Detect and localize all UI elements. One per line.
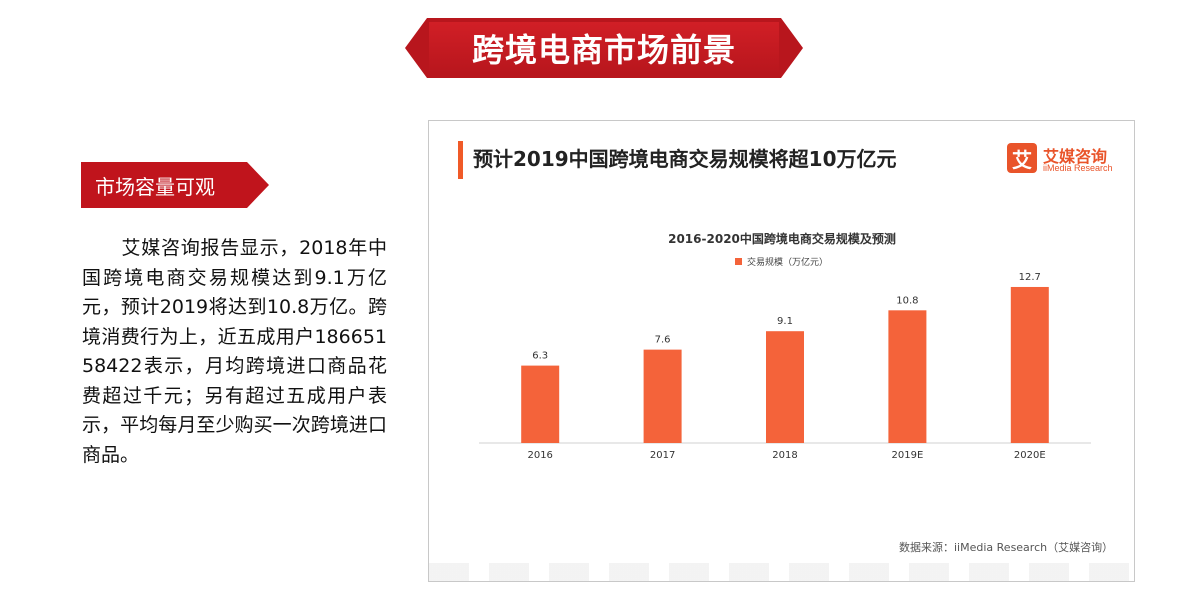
x-tick-label: 2018 bbox=[772, 450, 797, 461]
brand-name-en: iiMedia Research bbox=[1043, 163, 1113, 173]
watermark-strip bbox=[429, 563, 1134, 581]
heading-accent-bar bbox=[458, 141, 463, 179]
chart-title: 2016-2020中国跨境电商交易规模及预测 bbox=[668, 231, 896, 246]
x-tick-label: 2016 bbox=[527, 450, 552, 461]
body-paragraph: 艾媒咨询报告显示，2018年中国跨境电商交易规模达到9.1万亿元，预计2019将… bbox=[82, 237, 387, 466]
data-label: 9.1 bbox=[777, 316, 793, 327]
bar bbox=[521, 365, 560, 443]
panel-heading: 预计2019中国跨境电商交易规模将超10万亿元 bbox=[473, 147, 897, 171]
legend-label: 交易规模（万亿元） bbox=[747, 256, 828, 268]
bar bbox=[643, 349, 682, 443]
slide-title: 跨境电商市场前景 bbox=[471, 31, 736, 69]
data-label: 10.8 bbox=[896, 295, 918, 306]
section-tag: 市场容量可观 bbox=[81, 162, 269, 208]
bar bbox=[888, 310, 927, 443]
bar bbox=[1010, 286, 1049, 443]
brand-logo: 艾 艾媒咨询 iiMedia Research bbox=[1007, 143, 1129, 175]
data-label: 7.6 bbox=[655, 335, 671, 346]
section-tag-label: 市场容量可观 bbox=[95, 174, 215, 199]
brand-name: 艾媒咨询 bbox=[1043, 147, 1108, 166]
chart-panel: 预计2019中国跨境电商交易规模将超10万亿元 艾 艾媒咨询 iiMedia R… bbox=[428, 120, 1135, 582]
slide-title-banner: 跨境电商市场前景 bbox=[405, 18, 803, 78]
bar bbox=[766, 331, 804, 443]
brand-icon: 艾 bbox=[1007, 143, 1037, 173]
legend-swatch bbox=[735, 258, 742, 265]
data-label: 6.3 bbox=[532, 351, 548, 362]
x-tick-label: 2017 bbox=[650, 450, 675, 461]
data-label: 12.7 bbox=[1019, 272, 1041, 283]
x-tick-label: 2020E bbox=[1014, 450, 1046, 461]
data-source: 数据来源：iiMedia Research（艾媒咨询） bbox=[899, 541, 1114, 554]
x-tick-label: 2019E bbox=[892, 450, 924, 461]
